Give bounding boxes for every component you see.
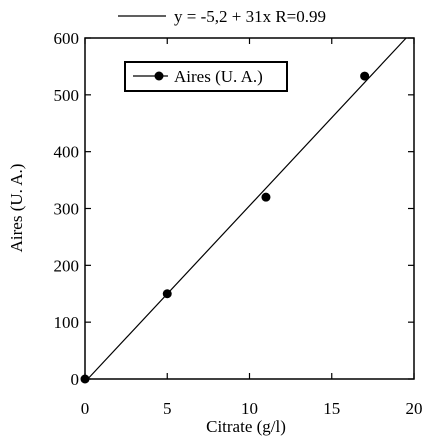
x-tick-label: 0 [81,399,90,418]
y-tick-label: 300 [54,200,80,219]
x-axis-title: Citrate (g/l) [206,417,286,436]
data-point [162,289,172,299]
data-point [80,374,90,384]
y-tick-label: 400 [54,143,80,162]
y-tick-label: 0 [71,370,80,389]
x-tick-label: 5 [163,399,172,418]
y-tick-label: 200 [54,256,80,275]
x-axis: 0 5 10 15 20 [81,38,423,418]
legend-label: Aires (U. A.) [174,67,263,86]
data-point [360,71,370,81]
fit-label: y = -5,2 + 31x R=0.99 [118,7,326,26]
data-points [80,71,370,384]
y-axis-title: Aires (U. A.) [7,164,26,253]
x-tick-label: 15 [323,399,340,418]
x-tick-label: 20 [406,399,423,418]
x-tick-label: 10 [241,399,258,418]
legend-marker [154,71,164,81]
y-tick-label: 500 [54,86,80,105]
y-tick-label: 600 [54,29,80,48]
legend: Aires (U. A.) [124,61,288,92]
data-point [261,192,271,202]
fit-line [87,37,407,380]
y-tick-label: 100 [54,313,80,332]
fit-label-text: y = -5,2 + 31x R=0.99 [174,7,326,26]
